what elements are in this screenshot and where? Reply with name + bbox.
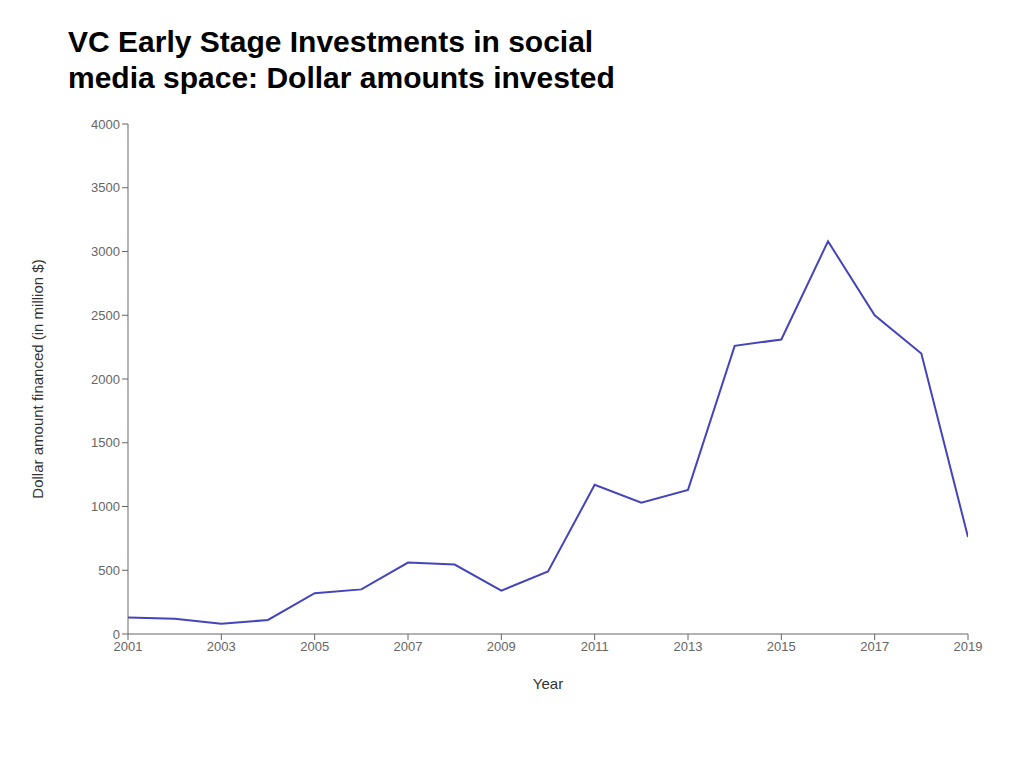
svg-text:2007: 2007 — [394, 639, 423, 654]
svg-text:2003: 2003 — [207, 639, 236, 654]
svg-text:2015: 2015 — [767, 639, 796, 654]
html-text:media space: Dollar amounts in: media space: Dollar amounts invested — [68, 61, 615, 94]
svg-text:2005: 2005 — [300, 639, 329, 654]
svg-text:2500: 2500 — [91, 308, 120, 323]
svg-text:500: 500 — [98, 563, 120, 578]
svg-text:3000: 3000 — [91, 244, 120, 259]
svg-text:2009: 2009 — [487, 639, 516, 654]
svg-text:2017: 2017 — [860, 639, 889, 654]
svg-text:Dollar amount financed (in mil: Dollar amount financed (in million $) — [29, 259, 46, 498]
svg-text:3500: 3500 — [91, 180, 120, 195]
svg-text:2011: 2011 — [581, 639, 609, 654]
svg-text:0: 0 — [113, 627, 120, 642]
svg-text:1500: 1500 — [91, 435, 120, 450]
svg-text:Year: Year — [533, 675, 563, 692]
svg-text:4000: 4000 — [91, 117, 120, 132]
html-text:VC Early Stage Investments in: VC Early Stage Investments in social — [68, 25, 594, 58]
svg-text:2013: 2013 — [674, 639, 703, 654]
svg-text:2019: 2019 — [954, 639, 983, 654]
svg-text:2001: 2001 — [113, 639, 143, 655]
svg-text:2000: 2000 — [91, 372, 120, 387]
svg-text:1000: 1000 — [91, 499, 120, 514]
